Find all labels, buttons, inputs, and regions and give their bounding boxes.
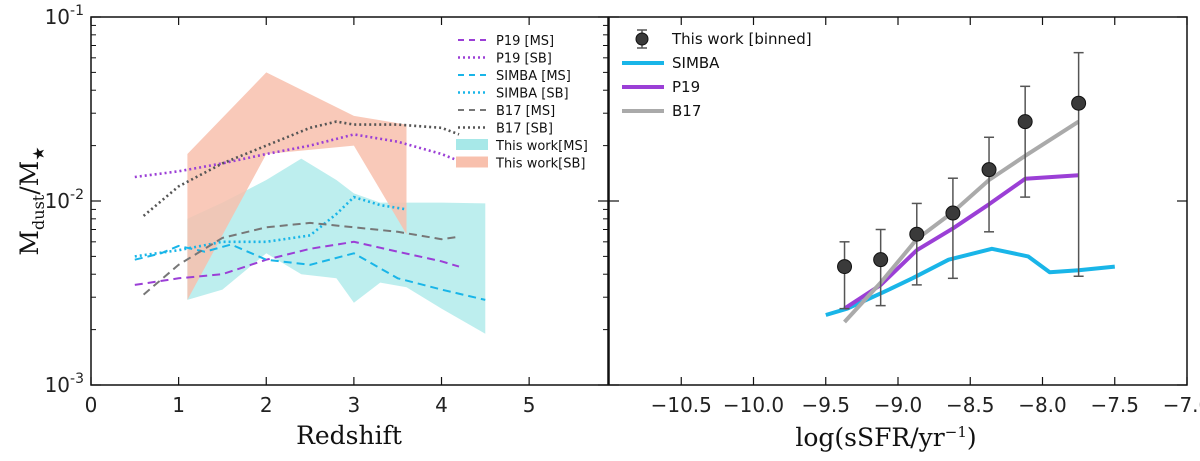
binned-point <box>909 226 925 242</box>
right-xlabel-pre: log(sSFR/yr <box>795 423 944 452</box>
binned-point <box>837 259 853 275</box>
binned-point <box>873 252 889 268</box>
right-ticks: −10.5 −10.0 −9.5 −9.0 −8.5 −8.0 −7.5 −7.0 <box>609 16 1200 417</box>
line-b17-ms <box>142 221 460 296</box>
right-xtick-label: −8.5 <box>946 393 995 417</box>
left-plot-area <box>134 72 486 334</box>
right-xtick-label: −8.0 <box>1018 393 1067 417</box>
line-p19 <box>843 173 1079 311</box>
left-ylabel-sub2: ★ <box>29 146 48 160</box>
binned-point <box>1071 95 1087 111</box>
legend-label-p19-sb: P19 [SB] <box>496 52 552 67</box>
left-xtick-label: 4 <box>435 393 448 417</box>
left-ticks: 0 1 2 3 4 510-310-210-1 <box>45 3 608 417</box>
left-ytick-base: 10 <box>45 373 70 397</box>
left-panel: 0 1 2 3 4 510-310-210-1 P19 [MS]P19 [SB]SIMBA… <box>15 3 609 450</box>
right-panel: −10.5 −10.0 −9.5 −9.0 −8.5 −8.0 −7.5 −7.0 This … <box>608 16 1200 452</box>
right-xtick-label: −10.5 <box>651 393 712 417</box>
legend-label-simba-ms: SIMBA [MS] <box>496 69 571 84</box>
legend-label-p19-ms: P19 [MS] <box>496 34 554 49</box>
right-xtick-label: −7.0 <box>1163 393 1200 417</box>
line-simba-ms <box>134 243 486 301</box>
right-plot-area <box>825 51 1116 324</box>
line-p19-ms <box>134 240 460 286</box>
band-this-work-ms <box>187 158 486 334</box>
left-ytick-exp: -2 <box>70 187 84 203</box>
legend-label-p19: P19 <box>672 78 700 96</box>
right-xtick-label: −7.5 <box>1090 393 1139 417</box>
right-legend: This work [binned] SIMBA P19 B17 <box>622 29 812 120</box>
left-ytick-label: 10-3 <box>45 371 84 397</box>
right-xlabel-post: ) <box>967 423 977 452</box>
right-xlabel: log(sSFR/yr−1) <box>795 423 976 452</box>
line-simba <box>825 246 1116 317</box>
left-ytick-label: 10-1 <box>45 3 84 29</box>
left-ylabel-slash: /M <box>15 161 44 195</box>
left-xtick-label: 1 <box>172 393 185 417</box>
left-ytick-base: 10 <box>45 5 70 29</box>
legend-label-this-work-sb: This work[SB] <box>495 157 585 172</box>
legend-label-b17-sb: B17 [SB] <box>496 122 553 137</box>
binned-point <box>1017 114 1033 130</box>
binned-point <box>945 205 961 221</box>
legend-label-b17-ms: B17 [MS] <box>496 104 555 119</box>
line-simba-sb <box>134 195 407 258</box>
left-ytick-exp: -3 <box>70 371 84 387</box>
legend-marker-this-work-binned <box>635 32 649 46</box>
left-xtick-label: 3 <box>348 393 361 417</box>
left-ylabel-base: M <box>15 230 44 256</box>
left-ylabel: Mdust/M★ <box>15 146 48 255</box>
legend-label-this-work-binned: This work [binned] <box>671 30 812 48</box>
left-xtick-label: 0 <box>85 393 98 417</box>
left-legend: P19 [MS] P19 [SB] SIMBA [MS] SIMBA [SB] B17 … <box>456 34 588 172</box>
legend-swatch-this-work-ms <box>456 139 488 150</box>
band-this-work-sb <box>187 72 407 300</box>
left-ytick-label: 10-2 <box>45 187 84 213</box>
left-xlabel: Redshift <box>296 421 402 450</box>
legend-label-simba-sb: SIMBA [SB] <box>496 87 569 102</box>
right-xtick-label: −9.5 <box>801 393 850 417</box>
left-xtick-label: 2 <box>260 393 273 417</box>
legend-label-this-work-ms: This work[MS] <box>495 139 588 154</box>
left-ytick-base: 10 <box>45 189 70 213</box>
binned-point <box>981 162 997 178</box>
legend-label-simba: SIMBA <box>672 54 720 72</box>
right-xlabel-exp: −1 <box>945 423 967 441</box>
right-axes-frame <box>608 16 1188 386</box>
left-ytick-exp: -1 <box>70 3 84 19</box>
line-b17-sb <box>142 120 460 217</box>
legend-swatch-this-work-sb <box>456 156 488 168</box>
right-xtick-label: −9.0 <box>874 393 923 417</box>
right-xtick-label: −10.0 <box>723 393 784 417</box>
left-xtick-label: 5 <box>523 393 536 417</box>
left-ylabel-sub1: dust <box>29 194 48 230</box>
legend-label-b17: B17 <box>672 102 701 120</box>
